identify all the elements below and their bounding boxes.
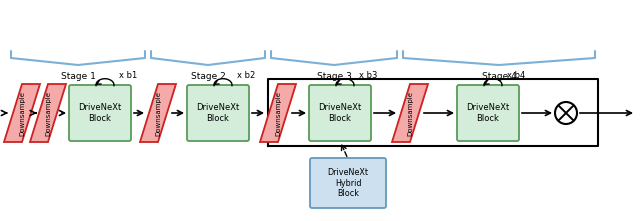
Text: Stage 1: Stage 1 — [61, 72, 95, 81]
Text: Stage 2: Stage 2 — [191, 72, 225, 81]
Text: x b1: x b1 — [119, 72, 137, 80]
Polygon shape — [4, 84, 40, 142]
Polygon shape — [140, 84, 176, 142]
Text: Downsample: Downsample — [45, 91, 51, 135]
FancyBboxPatch shape — [457, 85, 519, 141]
Text: DriveNeXt
Block: DriveNeXt Block — [318, 103, 362, 123]
Text: x b3: x b3 — [359, 72, 378, 80]
Text: DriveNeXt
Block: DriveNeXt Block — [467, 103, 509, 123]
Text: Downsample: Downsample — [19, 91, 25, 135]
Polygon shape — [30, 84, 66, 142]
Text: DriveNeXt
Hybrid
Block: DriveNeXt Hybrid Block — [328, 168, 369, 198]
FancyBboxPatch shape — [187, 85, 249, 141]
Text: Downsample: Downsample — [275, 91, 281, 135]
Text: Downsample: Downsample — [155, 91, 161, 135]
Text: Stage 4: Stage 4 — [482, 72, 516, 81]
Text: DriveNeXt
Block: DriveNeXt Block — [78, 103, 122, 123]
Text: x b2: x b2 — [237, 72, 255, 80]
Text: Stage 3: Stage 3 — [317, 72, 351, 81]
FancyBboxPatch shape — [309, 85, 371, 141]
Text: x b4: x b4 — [507, 72, 525, 80]
Circle shape — [555, 102, 577, 124]
Polygon shape — [260, 84, 296, 142]
Polygon shape — [392, 84, 428, 142]
FancyBboxPatch shape — [310, 158, 386, 208]
FancyBboxPatch shape — [69, 85, 131, 141]
Text: Downsample: Downsample — [407, 91, 413, 135]
Text: DriveNeXt
Block: DriveNeXt Block — [196, 103, 239, 123]
